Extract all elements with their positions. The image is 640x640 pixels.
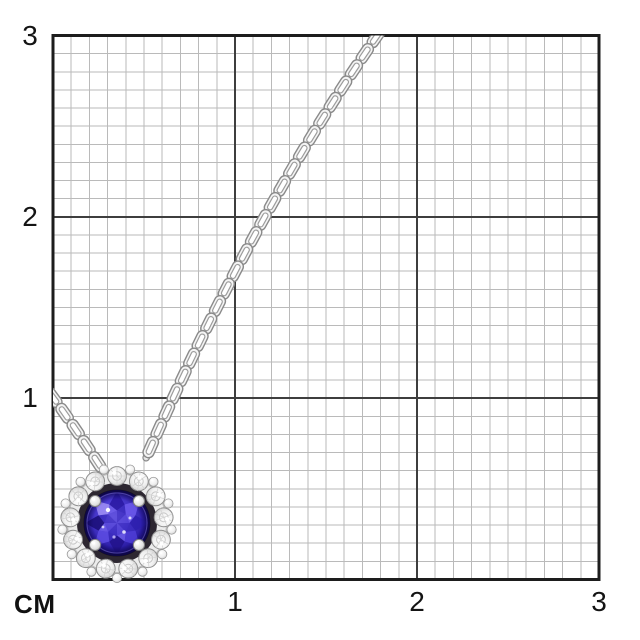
y-axis-tick-1: 1 [22,382,38,413]
y-axis-tick-2: 2 [22,201,38,232]
x-axis-tick-3: 3 [591,586,607,617]
x-axis-tick-2: 2 [409,586,425,617]
x-axis-tick-1: 1 [227,586,243,617]
pendant [57,464,177,584]
necklace-chain-right [140,35,388,463]
y-axis-tick-3: 3 [22,20,38,51]
unit-label-cm: СМ [14,589,57,619]
measurement-grid [51,34,601,581]
